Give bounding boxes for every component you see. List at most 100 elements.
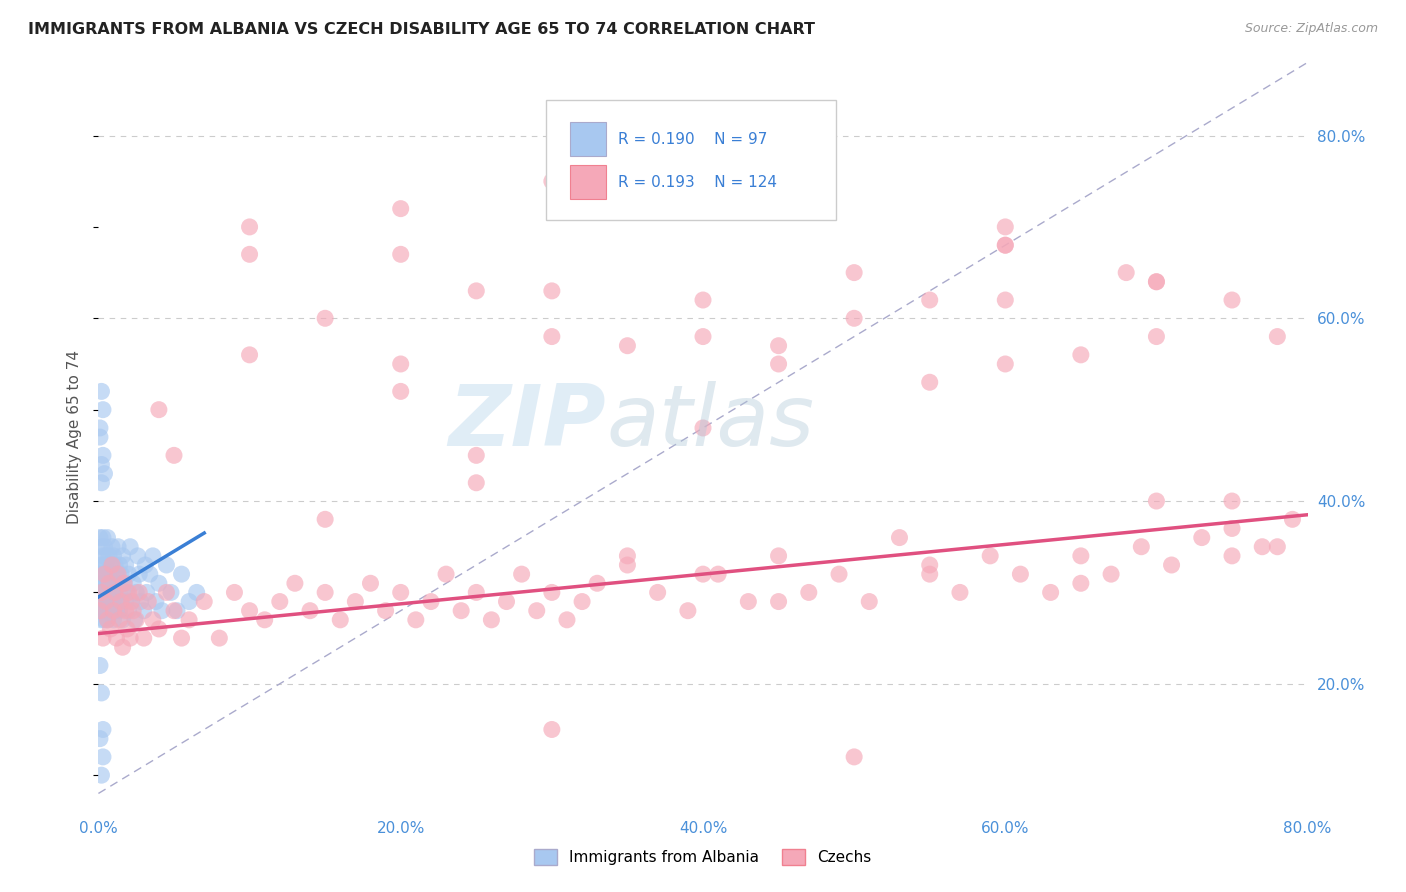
Point [858, 594, 880, 608]
Point [540, 284, 562, 298]
Point [94, 549, 117, 563]
Point [104, 604, 127, 618]
Point [465, 475, 488, 490]
Point [163, 448, 186, 462]
Point [284, 576, 307, 591]
Point [344, 594, 367, 608]
Point [239, 604, 262, 618]
Point [118, 567, 141, 582]
Point [329, 613, 352, 627]
Point [100, 622, 122, 636]
Point [93, 558, 115, 572]
Text: Source: ZipAtlas.com: Source: ZipAtlas.com [1244, 22, 1378, 36]
Point [994, 357, 1017, 371]
Point [179, 613, 201, 627]
Point [239, 348, 262, 362]
Point [142, 613, 165, 627]
Point [540, 174, 562, 188]
Point [103, 576, 125, 591]
Point [163, 604, 186, 618]
Point [91, 604, 114, 618]
Y-axis label: Disability Age 65 to 74: Disability Age 65 to 74 [67, 350, 83, 524]
Point [93, 604, 115, 618]
Point [170, 631, 193, 645]
Point [450, 604, 472, 618]
Point [90, 768, 112, 782]
Point [224, 585, 246, 599]
Point [101, 604, 124, 618]
Text: ZIP: ZIP [449, 381, 606, 464]
Point [1220, 549, 1243, 563]
Point [1010, 567, 1032, 582]
Point [155, 558, 177, 572]
Point [89, 430, 111, 444]
Point [93, 567, 115, 582]
Point [121, 594, 143, 608]
Text: R = 0.193    N = 124: R = 0.193 N = 124 [619, 175, 778, 190]
Point [89, 531, 111, 545]
Point [101, 585, 124, 599]
Point [90, 576, 112, 591]
Point [89, 567, 111, 582]
Point [94, 594, 117, 608]
Point [98, 567, 121, 582]
Point [93, 540, 115, 554]
Point [105, 567, 128, 582]
Point [1220, 293, 1243, 307]
Point [134, 558, 156, 572]
Point [120, 540, 142, 554]
Point [616, 549, 638, 563]
Point [768, 594, 790, 608]
Text: IMMIGRANTS FROM ALBANIA VS CZECH DISABILITY AGE 65 TO 74 CORRELATION CHART: IMMIGRANTS FROM ALBANIA VS CZECH DISABIL… [28, 22, 815, 37]
Point [374, 604, 396, 618]
Point [434, 567, 457, 582]
Point [389, 384, 412, 399]
Point [314, 512, 336, 526]
Point [844, 266, 866, 280]
Point [692, 567, 714, 582]
Point [145, 594, 167, 608]
Point [150, 604, 173, 618]
Point [1070, 348, 1092, 362]
Point [389, 585, 412, 599]
Point [100, 594, 122, 608]
Point [994, 219, 1017, 234]
Point [253, 613, 276, 627]
Point [616, 339, 638, 353]
Point [239, 219, 262, 234]
Point [98, 576, 121, 591]
Point [90, 475, 112, 490]
Point [1070, 549, 1092, 563]
Point [1191, 531, 1213, 545]
Point [889, 531, 911, 545]
Point [360, 576, 382, 591]
Point [122, 576, 145, 591]
Point [90, 558, 112, 572]
Point [89, 421, 111, 435]
Point [96, 613, 118, 627]
Point [125, 585, 148, 599]
Point [540, 723, 562, 737]
Point [96, 531, 118, 545]
Point [107, 567, 129, 582]
Point [389, 357, 412, 371]
Point [314, 311, 336, 326]
Point [93, 467, 115, 481]
Point [89, 658, 111, 673]
Point [91, 531, 114, 545]
Point [105, 594, 128, 608]
Point [94, 558, 117, 572]
Point [93, 576, 115, 591]
Point [89, 604, 111, 618]
Point [100, 558, 122, 572]
Point [118, 604, 141, 618]
Point [692, 421, 714, 435]
Point [918, 376, 941, 390]
Point [127, 549, 149, 563]
Point [510, 567, 533, 582]
Point [96, 585, 118, 599]
Point [108, 585, 131, 599]
Point [465, 284, 488, 298]
Point [844, 311, 866, 326]
Point [1220, 521, 1243, 535]
